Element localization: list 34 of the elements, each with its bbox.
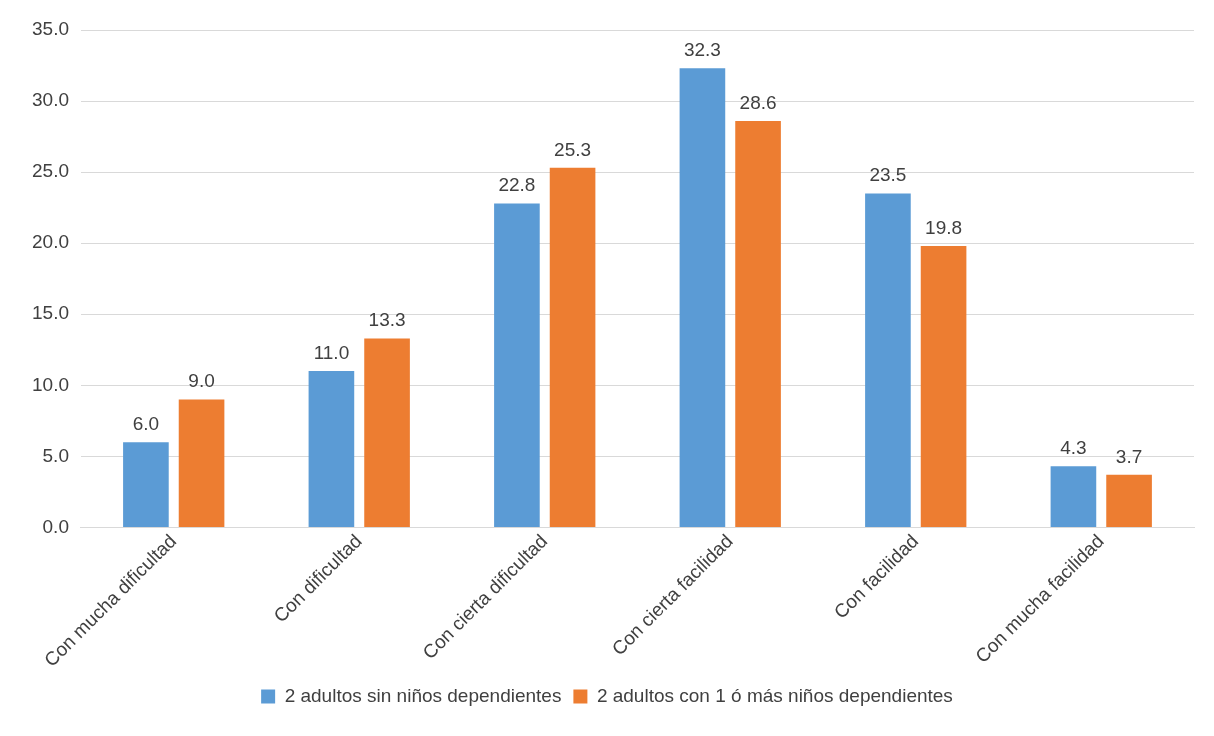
y-tick-label: 5.0 [42, 444, 69, 466]
y-tick-label: 15.0 [32, 302, 69, 324]
bar [865, 193, 911, 527]
bar [1106, 474, 1152, 527]
data-label: 9.0 [188, 370, 215, 392]
y-tick-label: 10.0 [32, 373, 69, 395]
legend-label: 2 adultos sin niños dependientes [284, 684, 562, 706]
y-tick-label: 20.0 [32, 231, 69, 253]
bar [494, 203, 540, 527]
data-label: 6.0 [132, 412, 160, 434]
bar [679, 68, 726, 527]
bar [123, 442, 169, 527]
bar [178, 399, 225, 527]
data-label: 32.3 [683, 39, 721, 61]
bar [1050, 466, 1097, 527]
data-label: 23.5 [869, 164, 907, 186]
bar [735, 120, 781, 527]
y-tick-label: 35.0 [32, 18, 69, 40]
data-label: 19.8 [925, 216, 963, 238]
data-label: 22.8 [498, 174, 536, 196]
bar [364, 338, 410, 527]
data-label: 25.3 [554, 138, 592, 160]
data-label: 3.7 [1115, 445, 1143, 467]
legend-label: 2 adultos con 1 ó más niños dependientes [596, 684, 953, 706]
data-label: 28.6 [739, 91, 777, 113]
y-tick-label: 25.0 [32, 160, 69, 182]
bar [920, 246, 967, 527]
y-tick-label: 0.0 [42, 515, 69, 537]
y-tick-label: 30.0 [32, 89, 69, 111]
data-label: 13.3 [368, 309, 406, 331]
data-label: 4.3 [1060, 437, 1087, 459]
bar [549, 167, 596, 527]
bar [308, 371, 355, 527]
data-label: 11.0 [313, 341, 350, 363]
